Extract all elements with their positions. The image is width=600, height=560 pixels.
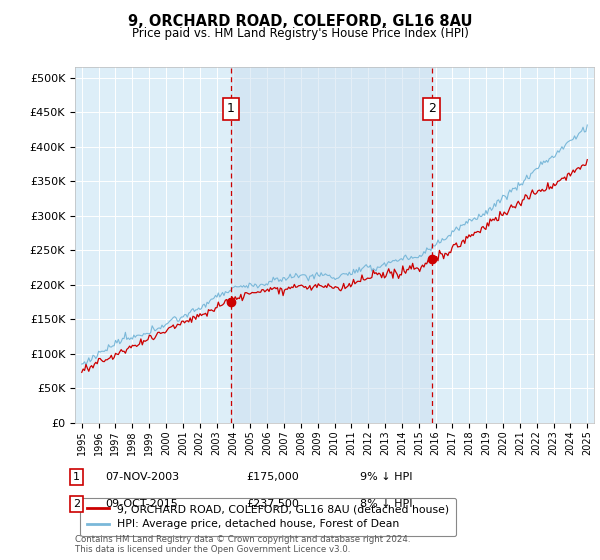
Text: 1: 1 [73,472,80,482]
Text: 2: 2 [73,499,80,509]
Text: 2: 2 [428,102,436,115]
Text: 1: 1 [227,102,235,115]
Text: 07-NOV-2003: 07-NOV-2003 [105,472,179,482]
Text: 8% ↓ HPI: 8% ↓ HPI [360,499,413,509]
Bar [231,67,432,423]
Text: £237,500: £237,500 [246,499,299,509]
Text: 9, ORCHARD ROAD, COLEFORD, GL16 8AU: 9, ORCHARD ROAD, COLEFORD, GL16 8AU [128,14,472,29]
Text: £175,000: £175,000 [246,472,299,482]
Text: Price paid vs. HM Land Registry's House Price Index (HPI): Price paid vs. HM Land Registry's House … [131,27,469,40]
Text: 9% ↓ HPI: 9% ↓ HPI [360,472,413,482]
Text: 09-OCT-2015: 09-OCT-2015 [105,499,178,509]
Text: Contains HM Land Registry data © Crown copyright and database right 2024.
This d: Contains HM Land Registry data © Crown c… [75,535,410,554]
Legend: 9, ORCHARD ROAD, COLEFORD, GL16 8AU (detached house), HPI: Average price, detach: 9, ORCHARD ROAD, COLEFORD, GL16 8AU (det… [80,497,456,536]
